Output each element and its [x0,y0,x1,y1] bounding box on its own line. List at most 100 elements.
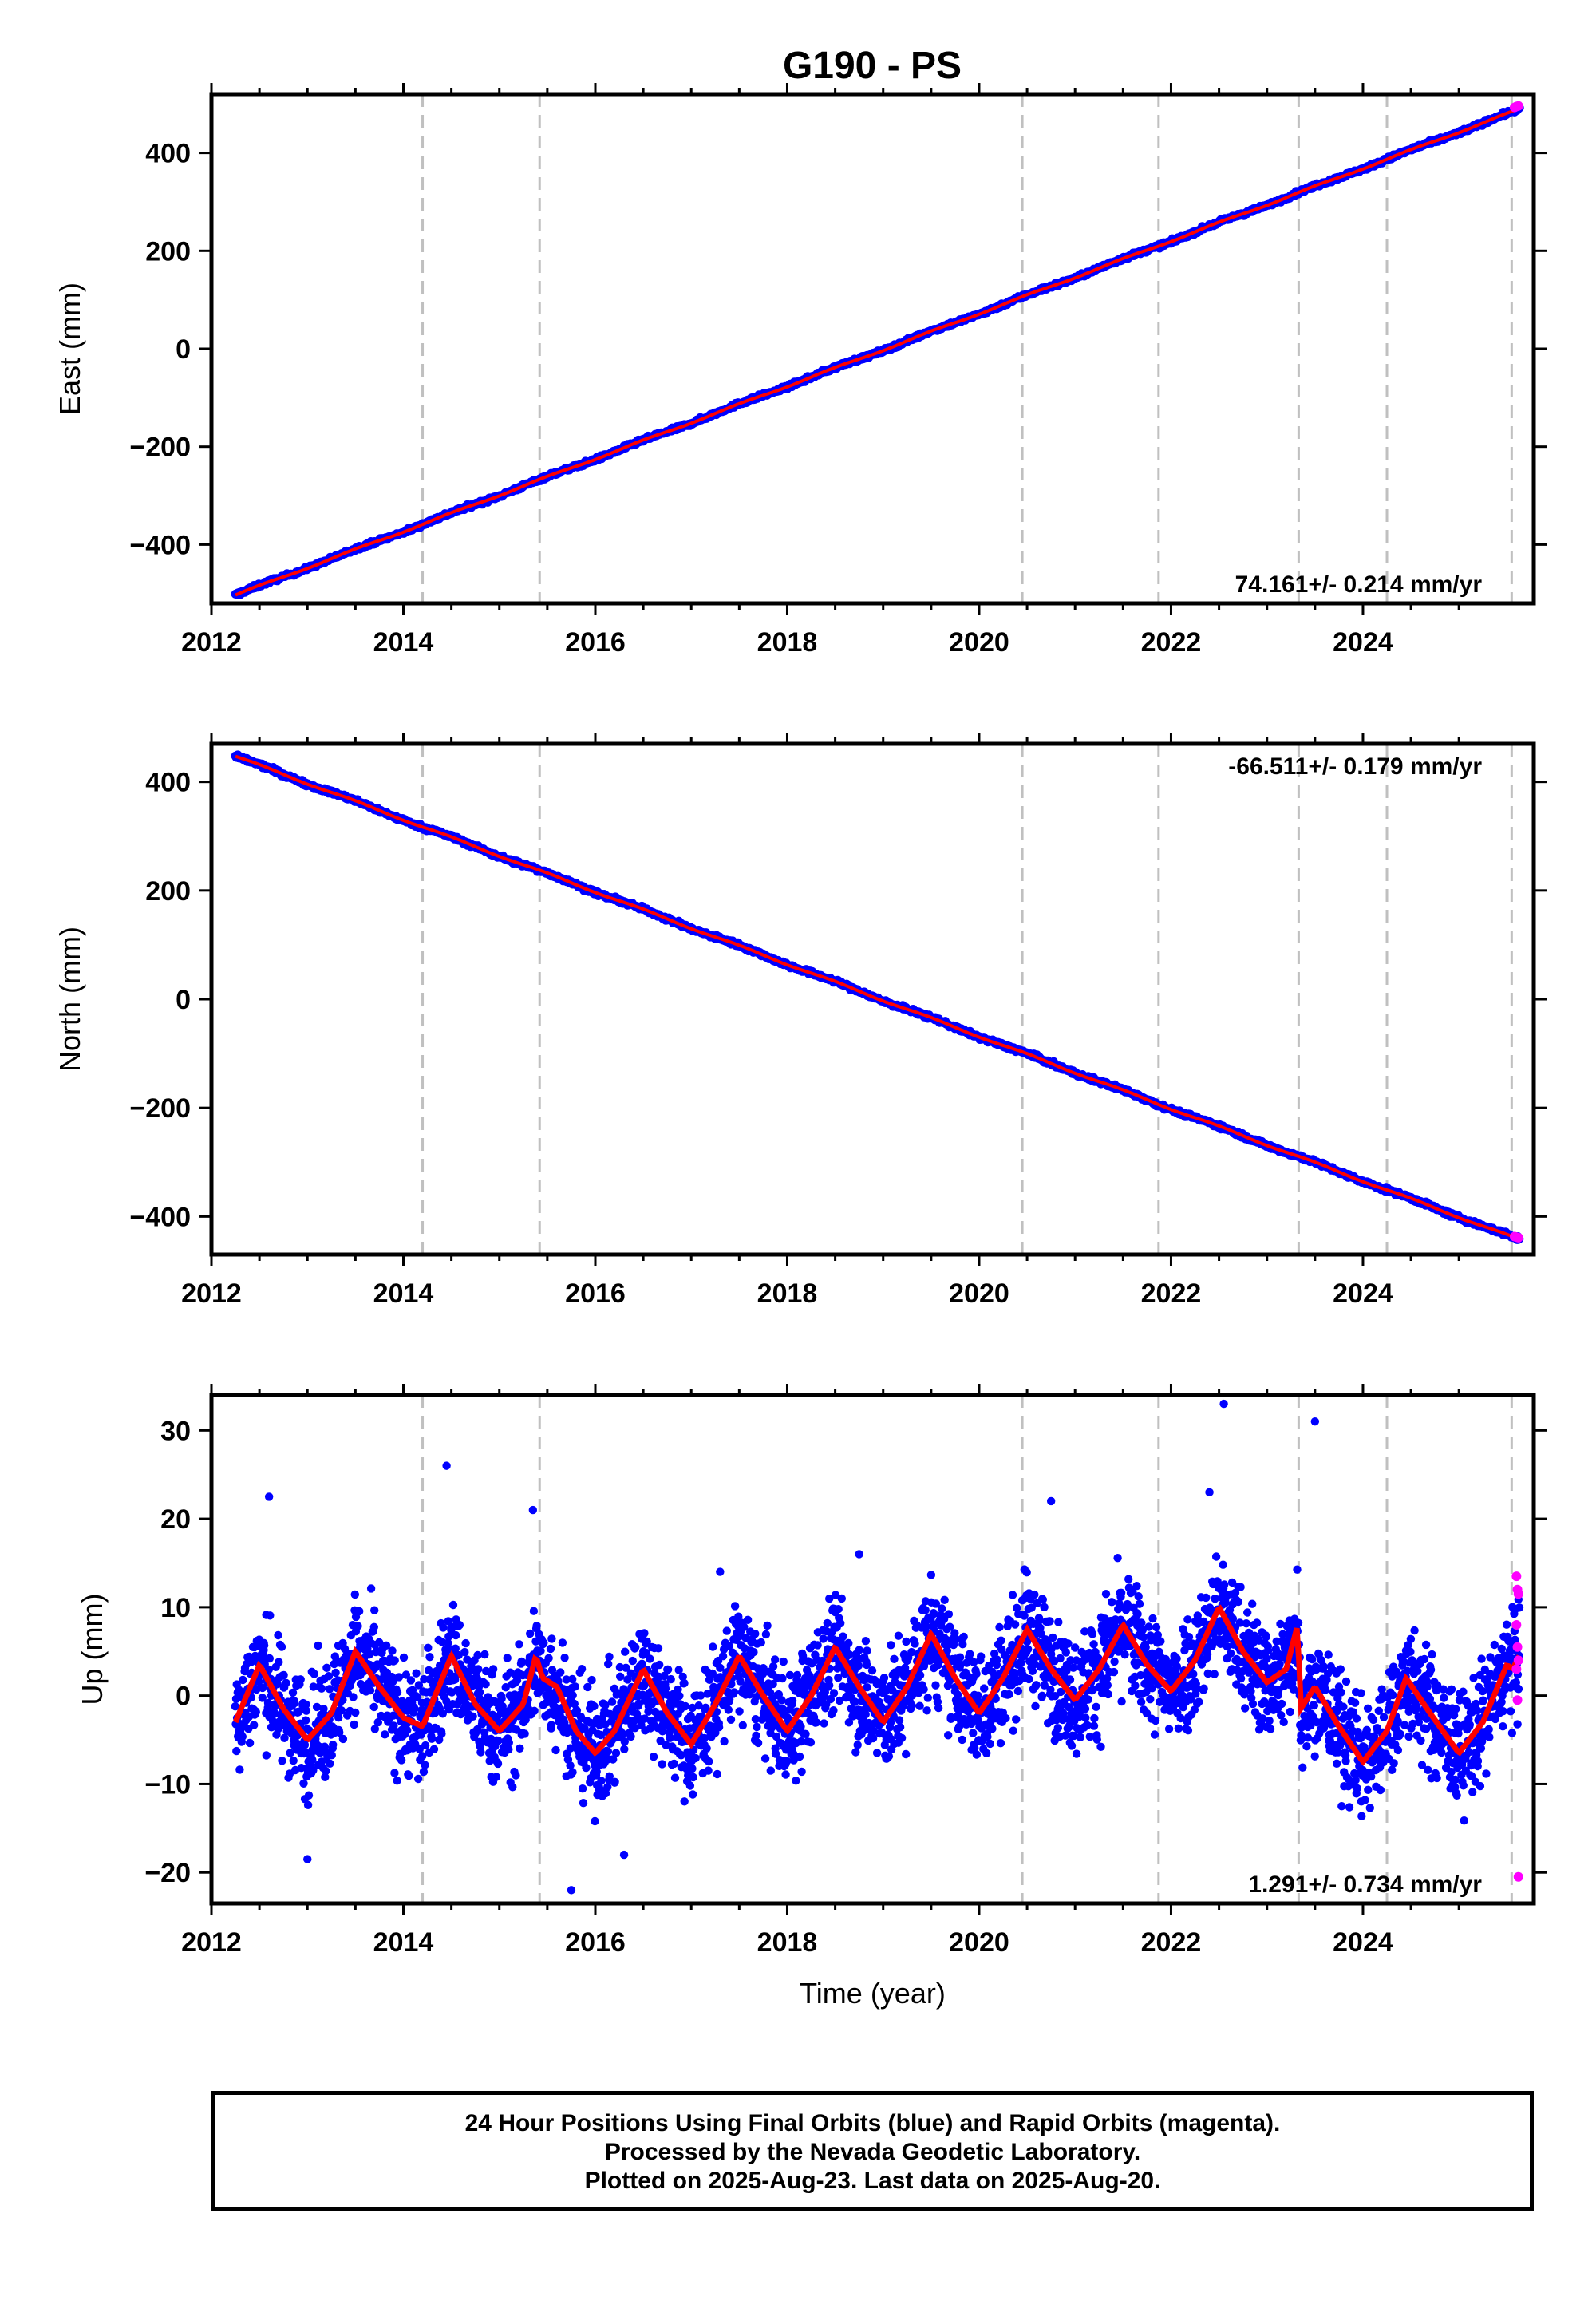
final-orbit-point [583,1682,592,1692]
final-orbit-point [663,1665,673,1674]
final-orbit-point [503,1654,512,1662]
final-orbit-point [689,1790,697,1799]
final-orbit-point [743,1615,753,1625]
final-orbit-point [303,1800,313,1809]
final-orbit-point [631,1642,640,1652]
final-orbit-point [761,1630,771,1639]
rapid-orbit-point [1513,101,1523,111]
final-orbit-point [766,1766,775,1775]
final-orbit-point [427,1734,437,1743]
final-orbit-point [406,1676,416,1685]
final-orbit-point [517,1657,526,1666]
final-orbit-point [460,1647,469,1657]
final-orbit-point [370,1606,379,1614]
x-tick-label: 2014 [373,627,434,658]
final-orbit-point [547,1634,556,1643]
final-orbit-point [621,1647,630,1656]
final-orbit-point [626,1732,635,1741]
final-orbit-point [497,1694,506,1703]
x-tick-label: 2016 [565,627,626,658]
final-orbit-point [399,1653,409,1662]
final-orbit-point [532,1622,541,1630]
x-tick-label: 2024 [1333,1279,1393,1309]
final-orbit-point [474,1665,483,1674]
final-orbit-point [714,1723,724,1732]
final-orbit-point [327,1751,336,1760]
final-orbit-points [231,1399,1524,1895]
final-orbit-point [689,1773,697,1782]
final-orbit-point [620,1745,629,1753]
final-orbit-point [670,1759,678,1769]
final-orbit-point [516,1744,524,1753]
final-orbit-point [722,1626,731,1635]
final-orbit-point [738,1721,747,1730]
final-orbit-point [421,1741,430,1750]
final-orbit-point [568,1691,577,1700]
final-orbit-point [649,1753,658,1761]
y-tick-label: −400 [129,1202,191,1232]
y-tick-label: 200 [145,236,191,267]
final-orbit-point [403,1725,412,1735]
final-orbit-point [455,1621,464,1630]
final-orbit-point [797,1767,806,1777]
final-orbit-point [274,1630,282,1640]
final-orbit-point [771,1655,780,1664]
final-orbit-point [266,1611,275,1620]
final-orbit-point [616,1672,625,1681]
final-orbit-point [582,1763,591,1773]
final-orbit-point [381,1730,389,1739]
final-orbit-point [713,1769,721,1779]
final-orbit-point [259,1641,269,1650]
final-orbit-point [245,1738,255,1748]
final-orbit-point [666,1674,675,1684]
north-panel: 2012 2014 2016 2018 2020 2022 2024−400−2000200… [53,733,1547,1309]
final-orbit-point [355,1607,364,1616]
final-orbit-point [461,1638,470,1648]
final-orbit-point [278,1757,286,1765]
x-tick-label: 2022 [1141,627,1202,658]
final-orbit-point [752,1731,760,1740]
final-orbit-point [792,1777,800,1785]
final-orbit-point [473,1650,482,1660]
final-orbit-point [369,1622,378,1632]
final-orbit-point [704,1766,713,1775]
final-orbit-point [351,1708,360,1717]
final-orbit-point [670,1773,680,1782]
final-orbit-point [788,1696,797,1705]
final-orbit-point [349,1693,358,1701]
final-orbit-point [238,1732,247,1741]
final-orbit-point [685,1781,695,1790]
final-orbit-point [515,1640,523,1649]
final-orbit-point [388,1646,397,1655]
final-orbit-point [544,1654,553,1662]
final-orbit-point [405,1771,413,1780]
final-orbit-point [757,1638,765,1647]
final-orbit-point [529,1607,539,1615]
final-orbit-point [235,1765,244,1774]
final-orbit-point [410,1705,419,1713]
final-orbit-point [350,1720,358,1729]
final-orbit-point [504,1738,513,1747]
final-orbit-point [778,1674,787,1683]
x-tick-label: 2012 [181,627,242,658]
model-fit-line [235,754,1520,1241]
x-tick-label: 2022 [1141,1279,1202,1309]
final-orbit-point [397,1756,406,1765]
final-orbit-point [571,1682,579,1691]
final-orbit-point [475,1688,484,1697]
y-axis-label: North (mm) [53,927,86,1072]
final-orbit-point [302,1716,310,1725]
final-orbit-point [795,1752,804,1761]
y-tick-label: −400 [129,530,191,560]
final-orbit-point [640,1629,649,1638]
final-orbit-point [547,1721,556,1729]
final-orbit-point [578,1784,587,1793]
final-orbit-point [275,1658,283,1666]
final-orbit-point [705,1757,713,1766]
final-orbit-point [424,1643,433,1652]
final-orbit-point [587,1675,596,1685]
y-tick-label: −200 [129,1093,191,1124]
final-orbit-point [577,1665,587,1674]
x-tick-label: 2020 [949,1279,1009,1309]
